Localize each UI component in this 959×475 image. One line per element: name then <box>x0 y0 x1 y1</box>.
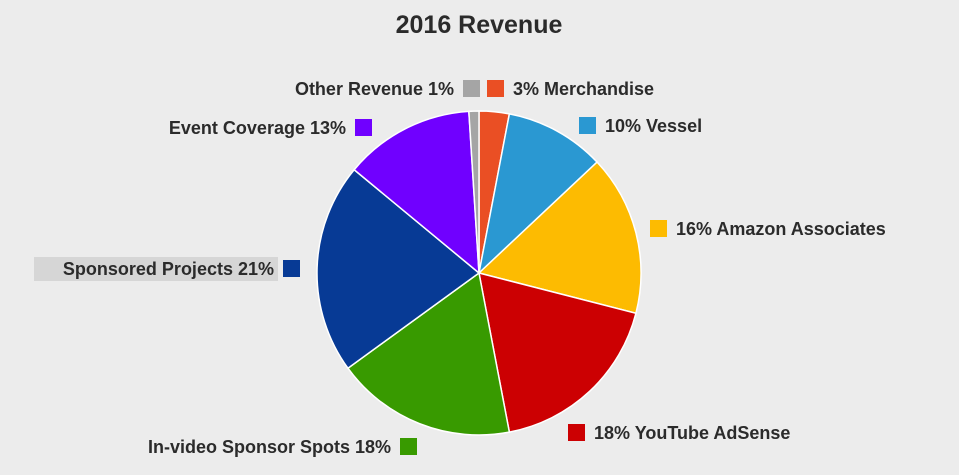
legend-item: Other Revenue 1% <box>295 79 480 99</box>
legend-swatch <box>400 438 417 455</box>
slices-group <box>316 110 642 436</box>
legend-label: Event Coverage 13% <box>169 118 346 138</box>
legend-item: 18% YouTube AdSense <box>568 423 790 443</box>
chart-title: 2016 Revenue <box>396 11 563 39</box>
pie-slice-youtube-adsense <box>478 271 637 434</box>
pie-slice-sponsored-projects <box>316 168 481 370</box>
legend-group: 3% Merchandise 10% Vessel 16% Amazon Assoc… <box>34 79 886 457</box>
legend-item: 10% Vessel <box>579 116 702 136</box>
legend-item: Sponsored Projects 21% <box>34 257 300 281</box>
legend-swatch <box>568 424 585 441</box>
pie-slice-in-video-sponsor-spots <box>346 271 511 436</box>
legend-label: 18% YouTube AdSense <box>594 423 790 443</box>
legend-item: In-video Sponsor Spots 18% <box>148 437 417 457</box>
legend-item: Event Coverage 13% <box>169 118 372 138</box>
legend-swatch <box>355 119 372 136</box>
pie-slice-event-coverage <box>353 110 480 275</box>
label-highlight <box>34 257 278 281</box>
legend-label: 16% Amazon Associates <box>676 219 886 239</box>
legend-item: 16% Amazon Associates <box>650 219 886 239</box>
legend-label: In-video Sponsor Spots 18% <box>148 437 391 457</box>
legend-swatch <box>487 80 504 97</box>
legend-swatch <box>650 220 667 237</box>
pie-slice-other-revenue <box>468 110 480 274</box>
legend-swatch <box>579 117 596 134</box>
legend-label: 10% Vessel <box>605 116 702 136</box>
legend-item: 3% Merchandise <box>487 79 654 99</box>
pie-slice-vessel <box>477 112 599 276</box>
pie-slice-amazon-associates <box>477 161 642 315</box>
legend-swatch <box>463 80 480 97</box>
legend-label: 3% Merchandise <box>513 79 654 99</box>
legend-swatch <box>283 260 300 277</box>
legend-label: Sponsored Projects 21% <box>63 259 274 279</box>
legend-label: Other Revenue 1% <box>295 79 454 99</box>
